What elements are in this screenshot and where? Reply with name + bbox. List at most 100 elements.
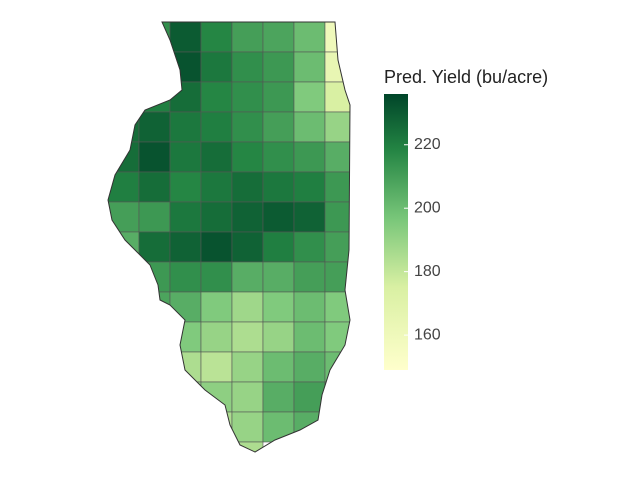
county [231,111,264,143]
county [262,261,295,293]
colorbar-tick-label: 180 [414,263,441,280]
county-layer [108,22,350,452]
county [324,261,350,293]
county [200,291,233,323]
county [138,201,171,233]
county [138,321,171,353]
county [293,291,326,323]
county [324,51,350,83]
county [231,141,264,173]
county [231,51,264,83]
county [293,81,326,113]
county [169,321,202,353]
county [200,381,233,413]
county [262,171,295,203]
county [262,231,295,263]
county [324,201,350,233]
county [200,441,233,452]
colorbar-tick-label: 220 [414,136,441,153]
county [262,201,295,233]
county [262,111,295,143]
county [262,22,295,53]
county [200,51,233,83]
county [138,81,171,113]
state-outline [107,21,351,453]
county [293,231,326,263]
county [200,321,233,353]
county [138,141,171,173]
county [293,201,326,233]
county [324,141,350,173]
county [108,141,140,173]
county [231,321,264,353]
county [324,321,350,353]
county [262,291,295,323]
county [231,231,264,263]
colorbar-tick-label: 200 [414,199,441,216]
county [262,321,295,353]
county [262,141,295,173]
county [324,351,350,383]
county [200,81,233,113]
county [169,171,202,203]
county [169,111,202,143]
county [169,231,202,263]
county [169,141,202,173]
county [200,141,233,173]
county [293,321,326,353]
county [293,171,326,203]
colorbar-title: Pred. Yield (bu/acre) [384,67,548,87]
county [200,201,233,233]
county [138,51,171,83]
county [262,81,295,113]
county [169,351,202,383]
county [231,411,264,443]
county [324,81,350,113]
county [200,22,233,53]
county [324,111,350,143]
county [293,141,326,173]
county [231,261,264,293]
county [293,111,326,143]
county [138,231,171,263]
county [231,351,264,383]
county [231,291,264,323]
county [231,171,264,203]
county [138,291,171,323]
county [293,51,326,83]
county [324,171,350,203]
colorbar [384,94,408,370]
county [169,201,202,233]
county [231,22,264,53]
county [169,81,202,113]
county [324,291,350,323]
county [138,111,171,143]
county [108,171,140,203]
county [262,51,295,83]
county [200,231,233,263]
county [169,261,202,293]
county [138,351,171,383]
county [293,261,326,293]
county [324,22,350,53]
county [231,81,264,113]
county [138,22,171,53]
county [138,171,171,203]
county [324,381,350,413]
colorbar-tick-label: 160 [414,326,441,343]
county [200,351,233,383]
county [108,81,140,113]
county [200,411,233,443]
county [262,381,295,413]
county [324,231,350,263]
county [293,22,326,53]
county [169,381,202,413]
county [108,231,140,263]
county [293,411,326,443]
county [262,411,295,443]
county [169,51,202,83]
county [200,261,233,293]
county [231,201,264,233]
county [200,171,233,203]
county [262,351,295,383]
